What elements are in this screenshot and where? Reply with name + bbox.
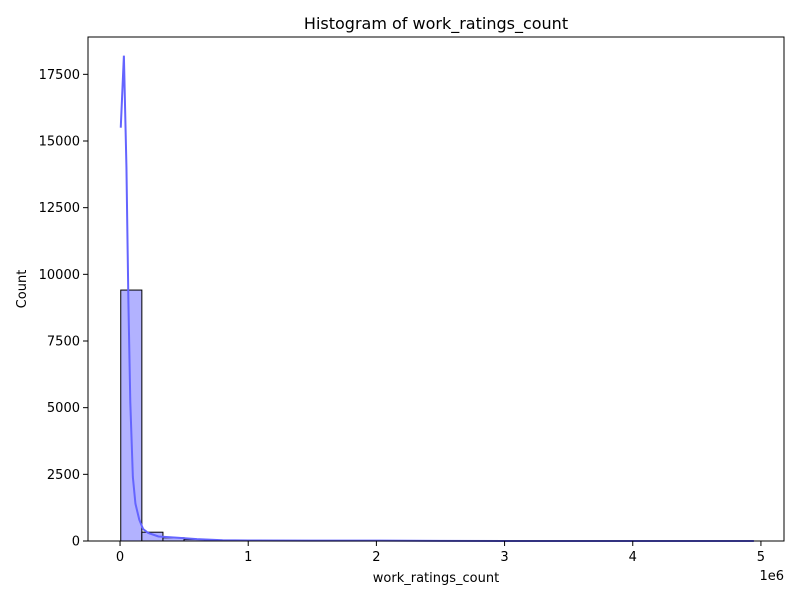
y-tick-label: 12500 xyxy=(39,201,80,216)
y-tick-label: 10000 xyxy=(39,268,80,283)
plot-area xyxy=(119,55,755,542)
y-tick-label: 5000 xyxy=(47,401,80,416)
x-tick-label: 4 xyxy=(629,550,637,565)
chart-title: Histogram of work_ratings_count xyxy=(304,14,568,34)
x-tick-label: 1 xyxy=(244,550,252,565)
x-tick-label: 2 xyxy=(372,550,380,565)
x-axis-multiplier: 1e6 xyxy=(759,569,784,584)
x-tick-label: 5 xyxy=(757,550,765,565)
x-tick-label: 0 xyxy=(116,550,124,565)
y-tick-label: 2500 xyxy=(47,468,80,483)
kde-density-line xyxy=(119,55,754,542)
bars xyxy=(120,289,755,542)
x-tick-label: 3 xyxy=(500,550,508,565)
y-tick-label: 0 xyxy=(72,535,80,550)
x-axis-ticks: 0 1 2 3 4 5 xyxy=(116,541,765,565)
y-tick-label: 15000 xyxy=(39,135,80,150)
y-axis-ticks: 0 2500 5000 7500 10000 12500 15000 17500 xyxy=(39,68,88,550)
y-tick-label: 7500 xyxy=(47,335,80,350)
y-axis-label: Count xyxy=(15,270,30,309)
y-tick-label: 17500 xyxy=(39,68,80,83)
x-axis-label: work_ratings_count xyxy=(373,571,499,586)
axes-frame xyxy=(87,36,785,542)
